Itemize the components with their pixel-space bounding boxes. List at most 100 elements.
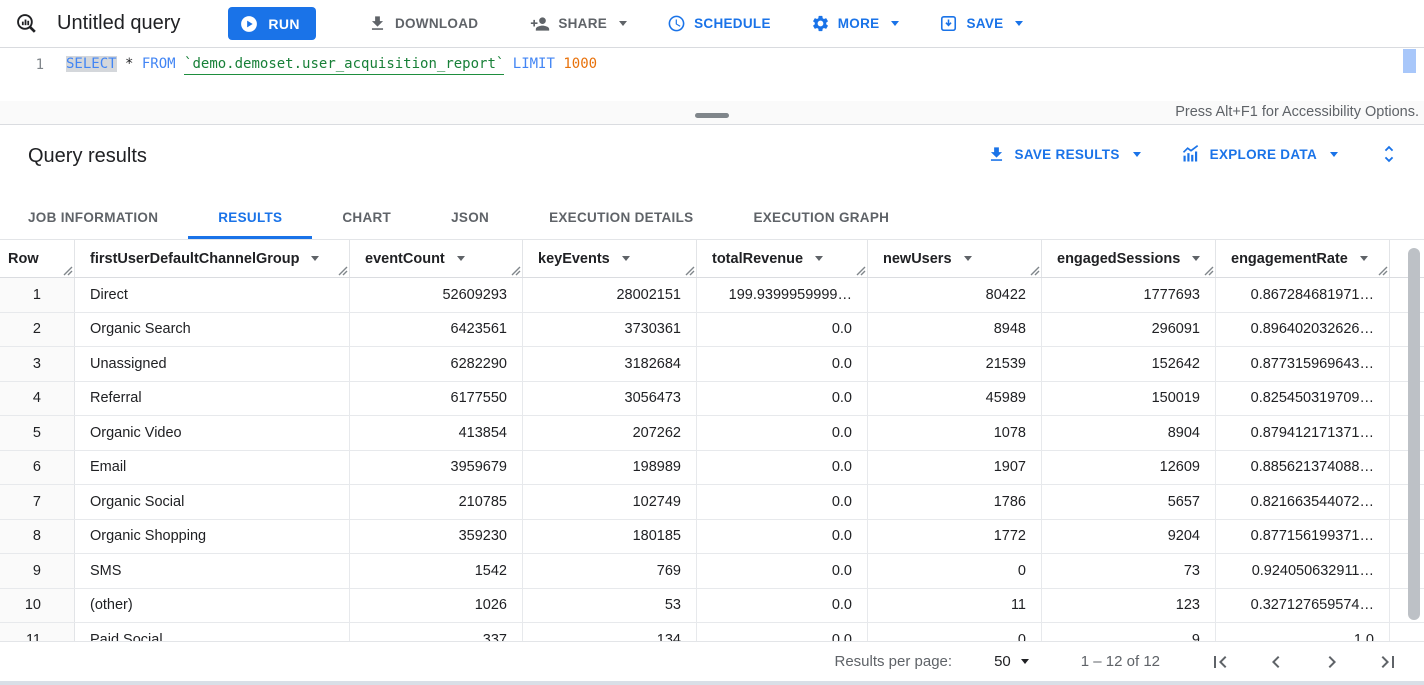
column-sort-caret-icon[interactable] bbox=[311, 256, 320, 261]
query-tab-title[interactable]: Untitled query bbox=[57, 12, 181, 34]
sql-editor[interactable]: 1 SELECT * FROM `demo.demoset.user_acqui… bbox=[0, 49, 1424, 101]
previous-page-button[interactable] bbox=[1264, 650, 1288, 674]
column-sort-caret-icon[interactable] bbox=[456, 256, 465, 261]
column-sort-caret-icon[interactable] bbox=[815, 256, 824, 261]
table-cell[interactable]: 0 bbox=[868, 623, 1042, 641]
table-cell[interactable]: 1.0 bbox=[1216, 623, 1390, 641]
table-cell[interactable]: 150019 bbox=[1042, 381, 1216, 415]
table-cell[interactable]: Referral bbox=[75, 381, 350, 415]
explore-data-button[interactable]: EXPLORE DATA bbox=[1181, 144, 1338, 164]
column-sort-caret-icon[interactable] bbox=[1359, 256, 1368, 261]
table-cell[interactable]: 6177550 bbox=[350, 381, 523, 415]
table-cell[interactable]: 0.0 bbox=[697, 519, 868, 553]
table-cell[interactable]: 0.825450319709… bbox=[1216, 381, 1390, 415]
table-cell[interactable]: 12609 bbox=[1042, 450, 1216, 484]
column-header-eventCount[interactable]: eventCount bbox=[350, 240, 523, 277]
column-resize-handle[interactable] bbox=[63, 266, 73, 276]
table-cell[interactable]: 80422 bbox=[868, 278, 1042, 312]
table-cell[interactable]: 3959679 bbox=[350, 450, 523, 484]
column-header-engagementRate[interactable]: engagementRate bbox=[1216, 240, 1390, 277]
column-resize-handle[interactable] bbox=[338, 266, 348, 276]
unfold-panel-button[interactable] bbox=[1378, 143, 1400, 165]
column-header-firstUserDefaultChannelGroup[interactable]: firstUserDefaultChannelGroup bbox=[75, 240, 350, 277]
table-cell[interactable]: 413854 bbox=[350, 416, 523, 450]
run-button[interactable]: RUN bbox=[228, 7, 316, 40]
table-cell[interactable]: 0.896402032626… bbox=[1216, 312, 1390, 346]
column-header-engagedSessions[interactable]: engagedSessions bbox=[1042, 240, 1216, 277]
column-header-row[interactable]: Row bbox=[0, 240, 75, 277]
tab-json[interactable]: JSON bbox=[451, 210, 490, 225]
table-cell[interactable]: Unassigned bbox=[75, 347, 350, 381]
column-resize-handle[interactable] bbox=[685, 266, 695, 276]
table-cell[interactable]: 199.9399959999… bbox=[697, 278, 868, 312]
table-cell[interactable]: 0 bbox=[868, 554, 1042, 588]
table-cell[interactable]: 0.867284681971… bbox=[1216, 278, 1390, 312]
column-resize-handle[interactable] bbox=[1030, 266, 1040, 276]
table-cell[interactable]: 0.924050632911… bbox=[1216, 554, 1390, 588]
table-cell[interactable]: 11 bbox=[868, 588, 1042, 622]
table-cell[interactable]: Email bbox=[75, 450, 350, 484]
table-cell[interactable]: Direct bbox=[75, 278, 350, 312]
table-cell[interactable]: 0.0 bbox=[697, 588, 868, 622]
next-page-button[interactable] bbox=[1320, 650, 1344, 674]
table-cell[interactable]: 6282290 bbox=[350, 347, 523, 381]
table-cell[interactable]: 337 bbox=[350, 623, 523, 641]
column-resize-handle[interactable] bbox=[1378, 266, 1388, 276]
first-page-button[interactable] bbox=[1208, 650, 1232, 674]
table-cell[interactable]: 0.0 bbox=[697, 485, 868, 519]
table-cell[interactable]: 0.0 bbox=[697, 381, 868, 415]
table-cell[interactable]: 1777693 bbox=[1042, 278, 1216, 312]
tab-job-information[interactable]: JOB INFORMATION bbox=[28, 210, 159, 225]
table-cell[interactable]: 28002151 bbox=[523, 278, 697, 312]
column-sort-caret-icon[interactable] bbox=[621, 256, 630, 261]
table-cell[interactable]: 123 bbox=[1042, 588, 1216, 622]
tab-execution-details[interactable]: EXECUTION DETAILS bbox=[549, 210, 694, 225]
table-cell[interactable]: 0.0 bbox=[697, 450, 868, 484]
table-cell[interactable]: 134 bbox=[523, 623, 697, 641]
more-button[interactable]: MORE bbox=[811, 14, 900, 33]
save-results-button[interactable]: SAVE RESULTS bbox=[987, 145, 1141, 164]
table-cell[interactable]: 3730361 bbox=[523, 312, 697, 346]
table-cell[interactable]: 0.879412171371… bbox=[1216, 416, 1390, 450]
table-vertical-scrollbar[interactable] bbox=[1408, 248, 1420, 620]
column-header-totalRevenue[interactable]: totalRevenue bbox=[697, 240, 868, 277]
table-cell[interactable]: 0.327127659574… bbox=[1216, 588, 1390, 622]
table-cell[interactable]: 53 bbox=[523, 588, 697, 622]
save-button[interactable]: SAVE bbox=[939, 14, 1024, 33]
column-resize-handle[interactable] bbox=[1204, 266, 1214, 276]
table-cell[interactable]: 0.0 bbox=[697, 347, 868, 381]
table-cell[interactable]: 1907 bbox=[868, 450, 1042, 484]
table-cell[interactable]: 152642 bbox=[1042, 347, 1216, 381]
tab-chart[interactable]: CHART bbox=[342, 210, 392, 225]
table-cell[interactable]: 3182684 bbox=[523, 347, 697, 381]
column-sort-caret-icon[interactable] bbox=[1192, 256, 1201, 261]
table-cell[interactable]: 0.885621374088… bbox=[1216, 450, 1390, 484]
editor-scrollbar-thumb[interactable] bbox=[1403, 49, 1416, 73]
tab-execution-graph[interactable]: EXECUTION GRAPH bbox=[753, 210, 890, 225]
table-cell[interactable]: Organic Search bbox=[75, 312, 350, 346]
table-cell[interactable]: 9204 bbox=[1042, 519, 1216, 553]
table-cell[interactable]: 8948 bbox=[868, 312, 1042, 346]
table-cell[interactable]: 1772 bbox=[868, 519, 1042, 553]
table-cell[interactable]: 3056473 bbox=[523, 381, 697, 415]
column-sort-caret-icon[interactable] bbox=[963, 256, 972, 261]
column-resize-handle[interactable] bbox=[856, 266, 866, 276]
table-cell[interactable]: 0.0 bbox=[697, 554, 868, 588]
table-cell[interactable]: 5657 bbox=[1042, 485, 1216, 519]
table-cell[interactable]: 210785 bbox=[350, 485, 523, 519]
table-cell[interactable]: 0.0 bbox=[697, 623, 868, 641]
table-cell[interactable]: 1786 bbox=[868, 485, 1042, 519]
editor-scrollbar[interactable] bbox=[1403, 49, 1416, 99]
table-cell[interactable]: 9 bbox=[1042, 623, 1216, 641]
table-cell[interactable]: Paid Social bbox=[75, 623, 350, 641]
sql-code-line[interactable]: SELECT * FROM `demo.demoset.user_acquisi… bbox=[66, 56, 597, 75]
column-header-keyEvents[interactable]: keyEvents bbox=[523, 240, 697, 277]
schedule-button[interactable]: SCHEDULE bbox=[667, 14, 771, 33]
share-button[interactable]: SHARE bbox=[530, 14, 628, 34]
table-cell[interactable]: (other) bbox=[75, 588, 350, 622]
table-cell[interactable]: 198989 bbox=[523, 450, 697, 484]
table-cell[interactable]: 769 bbox=[523, 554, 697, 588]
table-cell[interactable]: Organic Video bbox=[75, 416, 350, 450]
table-cell[interactable]: 6423561 bbox=[350, 312, 523, 346]
table-cell[interactable]: 0.0 bbox=[697, 416, 868, 450]
